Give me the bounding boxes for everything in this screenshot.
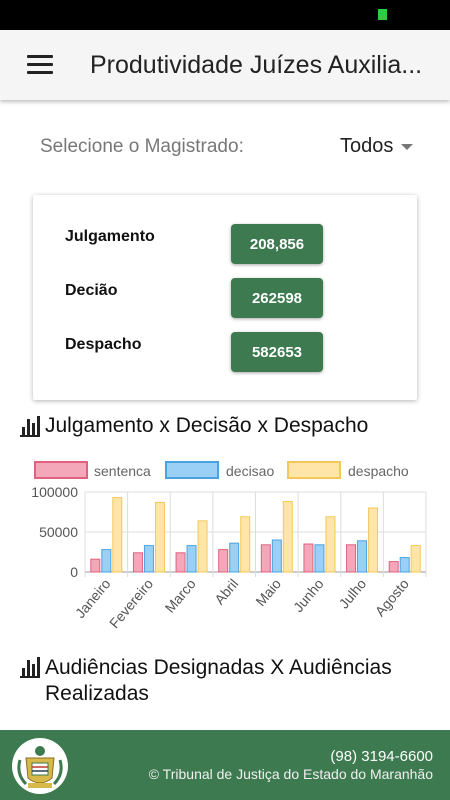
x-tick-label: Janeiro (72, 575, 114, 621)
stat-value-decisao: 262598 (231, 278, 323, 318)
bar-chart-icon (20, 656, 40, 678)
bar-despacho (112, 497, 123, 573)
bar-sentenca (90, 558, 101, 573)
legend-label-sentenca: sentenca (94, 463, 151, 479)
audiencias-title-line1: Audiências Designadas X Audiências (45, 656, 392, 679)
bar-despacho (240, 516, 251, 573)
bar-sentenca (175, 552, 186, 573)
bar-decisao (399, 557, 410, 573)
caret-down-icon (401, 144, 413, 150)
chart-title: Julgamento x Decisão x Despacho (45, 414, 369, 437)
summary-card: Julgamento 208,856 Decião 262598 Despach… (33, 195, 417, 400)
bar-despacho (197, 520, 208, 573)
bar-despacho (282, 501, 293, 573)
bar-decisao (143, 545, 154, 573)
x-tick-label: Maio (252, 575, 284, 609)
x-tick-label: Julho (336, 575, 370, 611)
bar-decisao (314, 544, 325, 573)
bar-decisao (357, 540, 368, 573)
bar-chart: sentenca decisao despacho 100000 50000 0 Janei… (0, 455, 450, 650)
bar-despacho (410, 545, 421, 573)
stat-label-decisao: Decião (65, 282, 118, 299)
bar-sentenca (260, 544, 271, 573)
tribunal-seal-icon (17, 746, 63, 788)
y-tick-label: 100000 (31, 484, 78, 500)
tribunal-logo (12, 738, 68, 794)
bar-chart-icon (20, 415, 40, 437)
bar-chart-svg: sentenca decisao despacho 100000 50000 0Janei… (31, 461, 427, 631)
x-tick-label: Junho (290, 575, 327, 615)
x-tick-label: Marco (162, 575, 199, 615)
bar-decisao (229, 542, 240, 573)
menu-icon[interactable] (27, 55, 53, 75)
stat-label-despacho: Despacho (65, 336, 142, 353)
bar-sentenca (388, 561, 399, 573)
legend-swatch-despacho (287, 461, 341, 479)
bar-despacho (154, 501, 165, 573)
y-tick-label: 50000 (39, 524, 78, 540)
magistrado-label: Selecione o Magistrado: (40, 136, 244, 157)
bar-despacho (325, 516, 336, 573)
y-tick-label: 0 (70, 564, 78, 580)
app-bar: Produtividade Juízes Auxilia... (0, 30, 450, 100)
magistrado-select-value: Todos (340, 135, 394, 157)
legend-label-despacho: despacho (348, 463, 409, 479)
bar-sentenca (218, 549, 229, 573)
stat-label-julgamento: Julgamento (65, 228, 155, 245)
bar-sentenca (346, 544, 357, 573)
bar-decisao (186, 545, 197, 573)
bar-decisao (271, 539, 282, 573)
stat-value-julgamento: 208,856 (231, 224, 323, 264)
legend-swatch-sentenca (34, 461, 88, 479)
x-tick-label: Fevereiro (106, 575, 156, 631)
legend-swatch-decisao (165, 461, 219, 479)
x-tick-label: Abril (211, 576, 241, 608)
footer-copyright: © Tribunal de Justiça do Estado do Maran… (148, 766, 433, 782)
audiencias-title-line2: Realizadas (45, 682, 149, 705)
battery-icon (378, 9, 387, 20)
page-title: Produtividade Juízes Auxilia... (90, 51, 423, 79)
status-bar (0, 0, 450, 30)
footer-phone: (98) 3194-6600 (330, 748, 433, 765)
bar-sentenca (303, 543, 314, 573)
bar-sentenca (132, 552, 143, 573)
chart-section-title: Julgamento x Decisão x Despacho (20, 414, 368, 438)
footer: (98) 3194-6600 © Tribunal de Justiça do … (0, 730, 450, 800)
x-tick-label: Agosto (372, 575, 412, 619)
bar-despacho (368, 507, 379, 573)
bar-decisao (101, 549, 112, 573)
audiencias-section-title: Audiências Designadas X Audiências Reali… (20, 655, 392, 707)
legend-label-decisao: decisao (226, 463, 274, 479)
magistrado-select[interactable]: Todos (340, 135, 420, 161)
stat-value-despacho: 582653 (231, 332, 323, 372)
